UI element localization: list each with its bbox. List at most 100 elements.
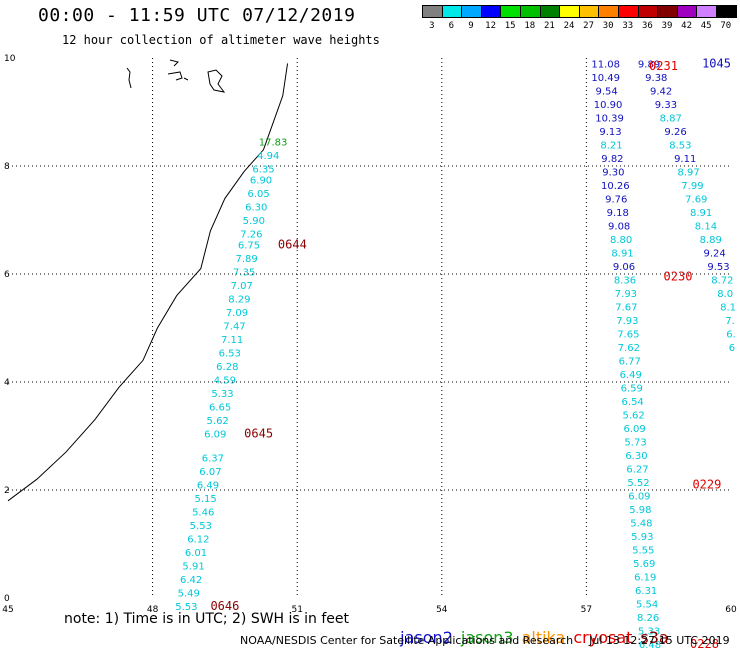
swh-value: 6.35 bbox=[252, 165, 274, 176]
time-label: 0644 bbox=[278, 237, 307, 251]
y-tick-label: 8 bbox=[4, 162, 10, 172]
y-tick-label: 6 bbox=[4, 270, 10, 280]
swh-value: 6.90 bbox=[250, 176, 272, 187]
swh-value: 6.30 bbox=[625, 451, 647, 462]
legend-label: 42 bbox=[681, 21, 693, 31]
x-tick-label: 48 bbox=[147, 605, 159, 615]
swh-value: 5.93 bbox=[631, 532, 653, 543]
legend-label: 30 bbox=[602, 21, 614, 31]
swh-value: 5.53 bbox=[175, 602, 197, 613]
time-label: 0230 bbox=[664, 270, 693, 284]
swh-value: 5.98 bbox=[629, 505, 651, 516]
swh-value: 6.09 bbox=[204, 429, 226, 440]
swh-value: 9.38 bbox=[645, 73, 667, 84]
y-tick-label: 10 bbox=[4, 54, 16, 64]
swh-value: 9.08 bbox=[608, 221, 630, 232]
legend-label: 27 bbox=[583, 21, 595, 31]
swh-value: 8.0 bbox=[717, 289, 733, 300]
swh-value: 6.53 bbox=[219, 348, 241, 359]
coastline bbox=[7, 63, 289, 502]
sat-altika: altika bbox=[521, 628, 566, 647]
legend-label: 6 bbox=[448, 21, 455, 31]
legend-label: 39 bbox=[661, 21, 673, 31]
swh-value: 6.30 bbox=[245, 203, 267, 214]
chart-title: 00:00 - 11:59 UTC 07/12/2019 bbox=[38, 5, 356, 26]
swh-value: 6.09 bbox=[623, 424, 645, 435]
sat-jason2: jason2 bbox=[400, 628, 453, 647]
time-label: 1045 bbox=[702, 56, 731, 70]
swh-value: 8.89 bbox=[700, 235, 722, 246]
island-outline bbox=[207, 69, 226, 93]
x-tick-label: 60 bbox=[725, 605, 737, 615]
swh-value: 6.19 bbox=[634, 572, 656, 583]
swh-value: 7.89 bbox=[235, 254, 257, 265]
swh-value: 10.49 bbox=[591, 73, 620, 84]
swh-value: 9.54 bbox=[596, 86, 618, 97]
swh-value: 7.93 bbox=[616, 316, 638, 327]
legend-label: 24 bbox=[563, 21, 575, 31]
y-tick-label: 0 bbox=[4, 594, 10, 604]
swh-value: 7.09 bbox=[226, 308, 248, 319]
swh-value: 9.26 bbox=[664, 127, 686, 138]
swh-value: 7.07 bbox=[231, 281, 253, 292]
swh-value: 7.26 bbox=[240, 230, 262, 241]
swh-value: 9.42 bbox=[650, 86, 672, 97]
x-tick-label: 54 bbox=[436, 605, 448, 615]
swh-value: 5.49 bbox=[178, 589, 200, 600]
swh-value: 9.82 bbox=[601, 154, 623, 165]
swh-value: 6.31 bbox=[635, 586, 657, 597]
swh-value: 9.13 bbox=[599, 127, 621, 138]
swh-value: 7.99 bbox=[681, 181, 703, 192]
swh-value: 6.12 bbox=[187, 535, 209, 546]
swh-value: 6.01 bbox=[185, 548, 207, 559]
swh-value: 8.53 bbox=[669, 140, 691, 151]
swh-value: 11.08 bbox=[591, 59, 620, 70]
swh-value: 5.54 bbox=[636, 599, 658, 610]
swh-value: 8.26 bbox=[637, 613, 659, 624]
swh-value: 10.26 bbox=[601, 181, 630, 192]
legend-label: 12 bbox=[485, 21, 497, 31]
swh-value: 6.75 bbox=[238, 240, 260, 251]
swh-value: 9.76 bbox=[605, 194, 627, 205]
time-label: 0229 bbox=[692, 478, 721, 492]
satellite-legend: jason2 jason3 altika cryosat s3a bbox=[390, 609, 677, 647]
swh-value: 6.27 bbox=[626, 464, 648, 475]
swh-value: 5.53 bbox=[190, 521, 212, 532]
swh-value: 5.90 bbox=[243, 216, 265, 227]
swh-value: 5.15 bbox=[194, 494, 216, 505]
swh-value: 8.29 bbox=[228, 294, 250, 305]
footer-note: note: 1) Time is in UTC; 2) SWH is in fe… bbox=[64, 611, 350, 627]
swh-value: 5.46 bbox=[192, 508, 214, 519]
island-outline bbox=[126, 67, 132, 89]
swh-value: 8.14 bbox=[695, 221, 717, 232]
x-tick-label: 51 bbox=[291, 605, 302, 615]
swh-value: 8.36 bbox=[614, 275, 636, 286]
sat-s3a: s3a bbox=[640, 628, 669, 647]
swh-value: 5.73 bbox=[624, 437, 646, 448]
swh-value: 6.05 bbox=[248, 189, 270, 200]
chart-subtitle: 12 hour collection of altimeter wave hei… bbox=[62, 33, 380, 47]
y-tick-label: 4 bbox=[4, 378, 10, 388]
swh-value: 5.91 bbox=[182, 562, 204, 573]
swh-value: 4.59 bbox=[214, 375, 236, 386]
time-label: 0645 bbox=[244, 426, 273, 440]
sat-jason3: jason3 bbox=[460, 628, 514, 647]
legend-label: 18 bbox=[524, 21, 536, 31]
swh-value: 7.93 bbox=[615, 289, 637, 300]
swh-value: 6.48 bbox=[639, 640, 661, 650]
legend-label: 36 bbox=[641, 21, 653, 31]
footer-credit: NOAA/NESDIS Center for Satellite Applica… bbox=[240, 634, 730, 647]
swh-value: 5.48 bbox=[630, 518, 652, 529]
swh-value: 6.77 bbox=[619, 356, 641, 367]
swh-value: 8.91 bbox=[611, 248, 633, 259]
swh-value: 8.1 bbox=[720, 302, 736, 313]
swh-value: 6.59 bbox=[621, 383, 643, 394]
swh-value: 8.97 bbox=[677, 167, 699, 178]
swh-value: 5.62 bbox=[207, 416, 229, 427]
swh-value: 7.11 bbox=[221, 335, 243, 346]
swh-value: 9.18 bbox=[607, 208, 629, 219]
swh-value: 10.39 bbox=[595, 113, 624, 124]
swh-value: 8.91 bbox=[690, 208, 712, 219]
